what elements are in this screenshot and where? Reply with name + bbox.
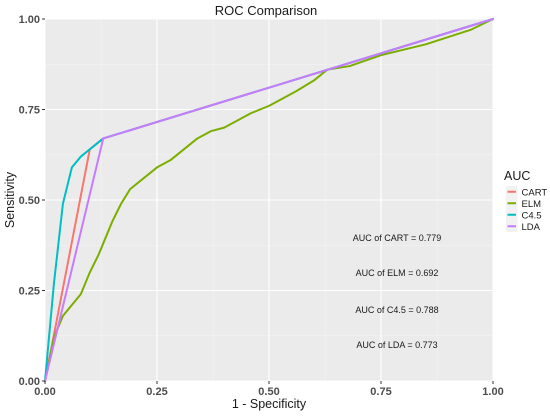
y-axis-title: Sensitivity (3, 171, 17, 228)
legend-label: CART (522, 187, 548, 198)
x-tick-label: 0.00 (34, 386, 55, 398)
y-tick-label: 0.25 (19, 286, 40, 298)
annotation-c45-auc: AUC of C4.5 = 0.788 (355, 305, 438, 315)
legend-label: LDA (522, 222, 541, 233)
annotation-layer: AUC of CART = 0.779 AUC of ELM = 0.692 A… (353, 233, 441, 350)
annotation-cart-auc: AUC of CART = 0.779 (353, 233, 441, 243)
x-tick-label: 0.75 (370, 386, 391, 398)
x-axis-ticks: 0.00 0.25 0.50 0.75 1.00 (34, 381, 504, 398)
x-tick-label: 0.50 (258, 386, 279, 398)
annotation-elm-auc: AUC of ELM = 0.692 (356, 268, 439, 278)
y-tick-label: 0.00 (19, 376, 40, 388)
series-line-lda (44, 18, 494, 382)
x-axis-title: 1 - Specificity (232, 397, 307, 411)
y-tick-label: 0.75 (19, 105, 40, 117)
x-tick-label: 0.25 (146, 386, 167, 398)
y-tick-label: 0.50 (19, 195, 40, 207)
x-tick-label: 1.00 (482, 386, 503, 398)
y-tick-label: 1.00 (19, 14, 40, 26)
series-layer (44, 18, 494, 382)
legend-label: ELM (522, 199, 542, 210)
annotation-lda-auc: AUC of LDA = 0.773 (356, 340, 437, 350)
legend-title: AUC (504, 169, 530, 183)
y-axis-ticks: 0.00 0.25 0.50 0.75 1.00 (19, 14, 45, 388)
legend-label: C4.5 (522, 210, 542, 221)
chart-title: ROC Comparison (215, 3, 318, 18)
series-line-c45 (44, 18, 494, 382)
